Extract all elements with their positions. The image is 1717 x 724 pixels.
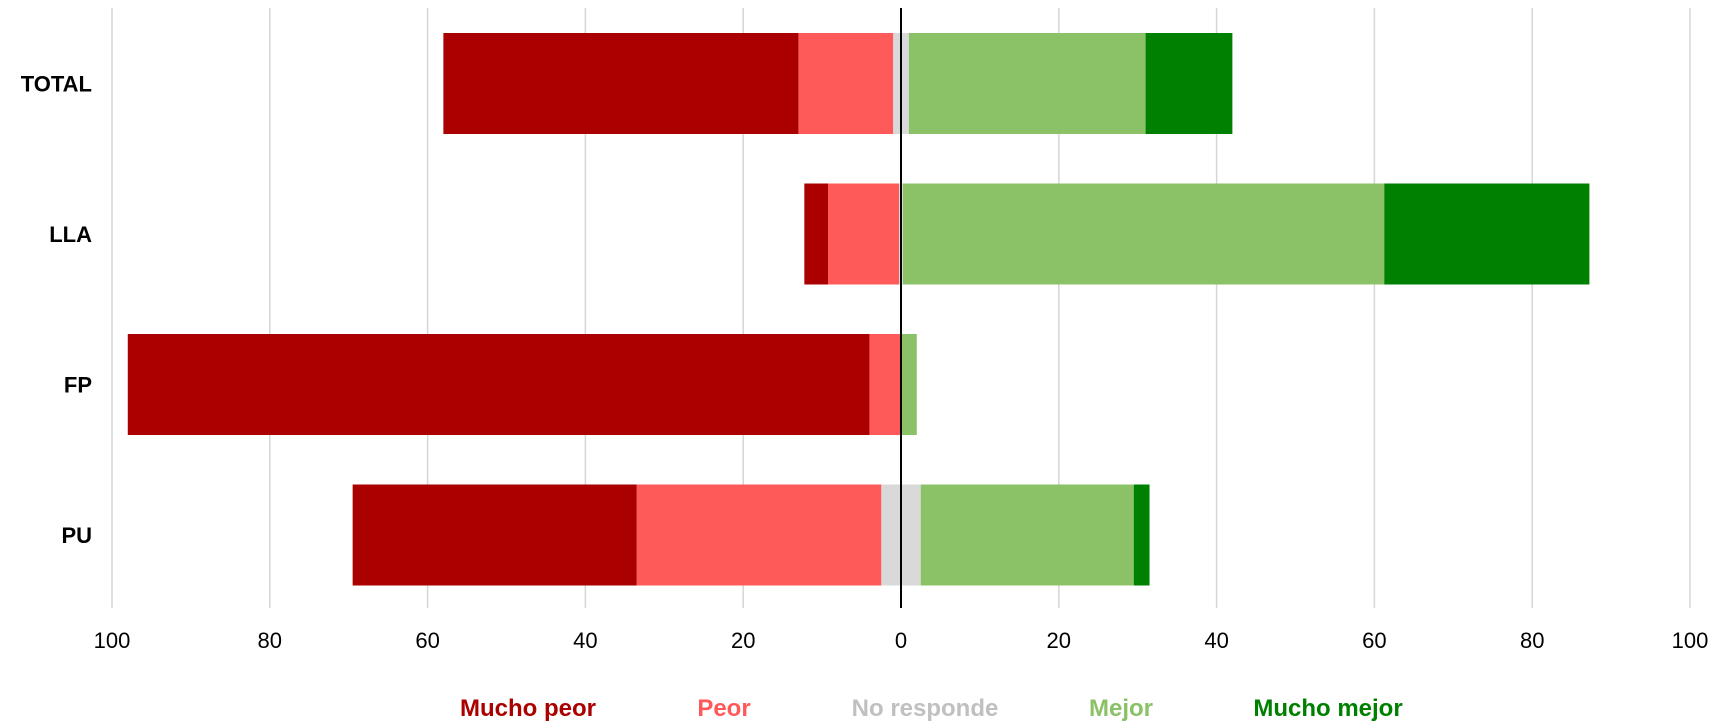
bar-mejor [902,183,1385,285]
bar-mucho-peor [804,183,829,285]
bar-mejor [908,33,1146,134]
x-tick-label: 100 [94,628,131,653]
bar-peor [798,33,894,134]
bar-peor [869,334,901,435]
bar-mucho-mejor [1145,33,1233,134]
legend-item-no-responde: No responde [852,695,999,722]
category-label: TOTAL [21,72,92,97]
legend-item-mejor: Mejor [1089,695,1153,722]
category-label: LLA [49,222,92,247]
bar-mucho-mejor [1384,183,1590,285]
x-tick-labels: 100 80 60 40 20 0 20 40 60 80 100 [94,628,1709,653]
category-labels: TOTAL LLA FP PU [21,72,92,549]
x-tick-label: 0 [895,628,907,653]
legend-item-peor: Peor [697,695,750,722]
x-tick-label: 100 [1672,628,1709,653]
bar-mejor [901,334,917,435]
x-tick-label: 60 [415,628,439,653]
bar-peor [828,183,900,285]
x-tick-label: 20 [731,628,755,653]
legend: Mucho peor Peor No responde Mejor Mucho mejo… [460,695,1403,722]
bar-peor [636,484,882,586]
x-tick-label: 40 [573,628,597,653]
bars [127,33,1590,586]
category-label: PU [61,523,92,548]
x-tick-label: 80 [258,628,282,653]
legend-item-mucho-peor: Mucho peor [460,695,596,722]
bar-mucho-peor [352,484,637,586]
bar-mejor [920,484,1134,586]
x-tick-label: 60 [1362,628,1386,653]
x-tick-label: 80 [1520,628,1544,653]
x-tick-label: 20 [1047,628,1071,653]
category-label: FP [64,373,92,398]
x-tick-label: 40 [1204,628,1228,653]
bar-mucho-mejor [1133,484,1150,586]
bar-mucho-peor [443,33,799,134]
bar-mucho-peor [127,334,870,435]
legend-item-mucho-mejor: Mucho mejor [1253,695,1402,722]
